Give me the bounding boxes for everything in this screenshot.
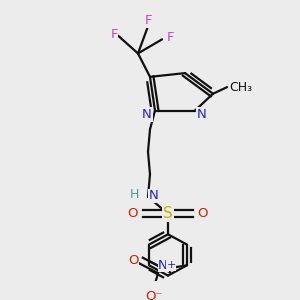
Text: O: O: [128, 254, 138, 267]
Text: F: F: [145, 14, 153, 27]
Text: H: H: [129, 188, 139, 200]
Text: N: N: [158, 259, 168, 272]
Text: F: F: [166, 31, 174, 44]
Text: F: F: [110, 28, 118, 41]
Text: O⁻: O⁻: [145, 290, 163, 300]
Text: O: O: [198, 207, 208, 220]
Text: N: N: [142, 108, 152, 121]
Text: +: +: [167, 260, 176, 270]
Text: CH₃: CH₃: [230, 81, 253, 94]
Text: O: O: [128, 207, 138, 220]
Text: N: N: [197, 108, 207, 121]
Text: S: S: [163, 206, 173, 221]
Text: N: N: [149, 189, 159, 203]
